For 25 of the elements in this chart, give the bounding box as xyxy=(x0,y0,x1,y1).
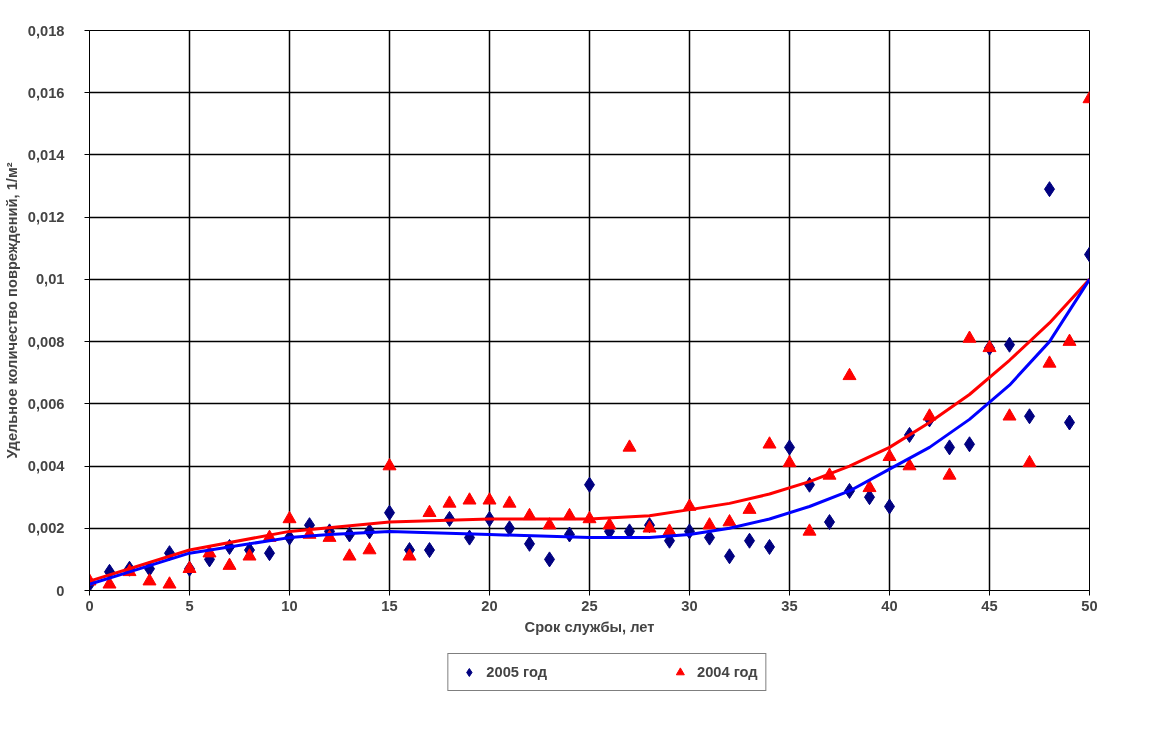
y-tick-label: 0 xyxy=(56,582,65,599)
y-tick-label: 0,008 xyxy=(27,333,65,350)
y-tick-label: 0,018 xyxy=(27,22,65,39)
legend-label: 2005 год xyxy=(486,664,547,680)
x-tick-label: 30 xyxy=(681,597,698,614)
y-tick-label: 0,014 xyxy=(27,146,66,163)
y-tick-label: 0,012 xyxy=(27,209,65,226)
x-tick-label: 20 xyxy=(481,597,498,614)
x-tick-label: 15 xyxy=(381,597,398,614)
x-tick-label: 5 xyxy=(185,597,194,614)
x-tick-label: 10 xyxy=(281,597,298,614)
x-tick-label: 45 xyxy=(981,597,998,614)
x-tick-label: 0 xyxy=(85,597,94,614)
x-axis-title: Срок службы, лет xyxy=(524,618,655,635)
y-tick-label: 0,004 xyxy=(27,458,66,475)
y-tick-label: 0,01 xyxy=(35,271,65,288)
y-tick-label: 0,002 xyxy=(27,520,65,537)
y-tick-label: 0,006 xyxy=(27,395,65,412)
x-tick-label: 50 xyxy=(1081,597,1098,614)
x-tick-label: 40 xyxy=(881,597,898,614)
y-axis-title: Удельное количество повреждений, 1/м² xyxy=(3,162,20,459)
x-tick-label: 35 xyxy=(781,597,798,614)
y-tick-label: 0,016 xyxy=(27,84,65,101)
x-tick-label: 25 xyxy=(581,597,598,614)
legend-label: 2004 год xyxy=(697,664,758,680)
